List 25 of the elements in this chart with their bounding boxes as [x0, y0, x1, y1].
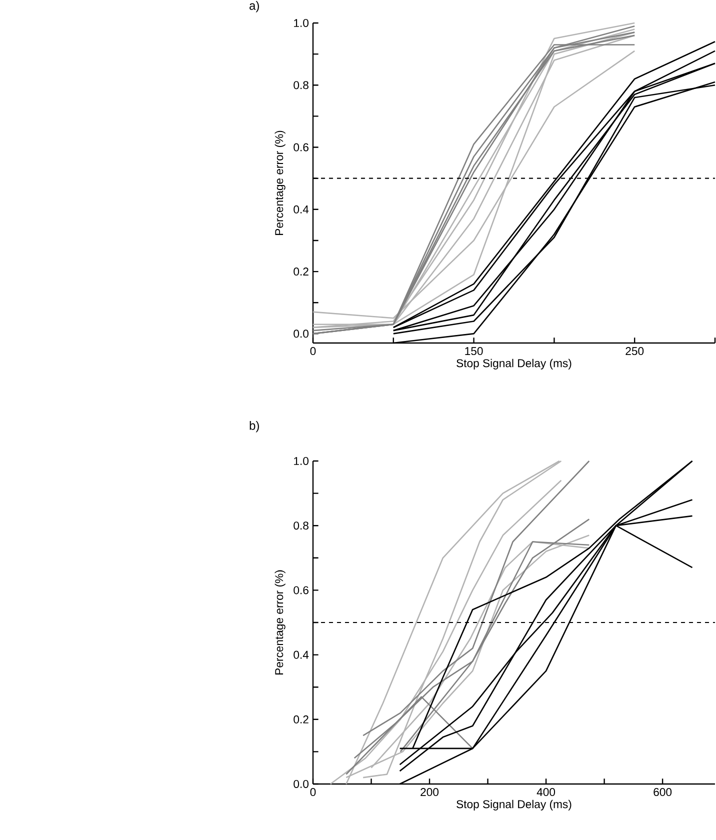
y-tick-label: 0.4 — [294, 205, 309, 214]
y-tick-label: 0.8 — [294, 81, 308, 90]
x-tick-label: 0 — [310, 347, 316, 356]
y-tick-label: 0.8 — [294, 522, 308, 530]
y-tick-label: 1.0 — [294, 18, 309, 28]
x-axis-title: Stop Signal Delay (ms) — [456, 800, 572, 810]
y-tick-label: 0.0 — [294, 330, 309, 338]
y-tick-label: 0.2 — [294, 268, 308, 276]
chart-title: b) — [250, 421, 259, 432]
x-tick-label: 150 — [465, 347, 483, 356]
x-tick-label: 200 — [420, 788, 439, 796]
y-tick-label: 1.0 — [294, 456, 309, 466]
x-tick-label: 400 — [536, 788, 556, 796]
y-axis-title: Percentage error (%) — [274, 570, 286, 674]
x-tick-label: 250 — [626, 347, 644, 356]
y-axis-title: Percentage error (%) — [274, 130, 286, 235]
y-tick-label: 0.2 — [294, 715, 308, 724]
y-tick-label: 0.6 — [294, 586, 308, 594]
y-tick-label: 0.4 — [294, 650, 309, 659]
x-tick-label: 0 — [310, 788, 316, 796]
y-tick-label: 0.0 — [294, 780, 309, 788]
y-tick-label: 0.6 — [294, 143, 308, 152]
x-axis-title: Stop Signal Delay (ms) — [456, 358, 572, 370]
chart-title: a) — [250, 1, 259, 12]
x-tick-label: 600 — [654, 788, 672, 796]
